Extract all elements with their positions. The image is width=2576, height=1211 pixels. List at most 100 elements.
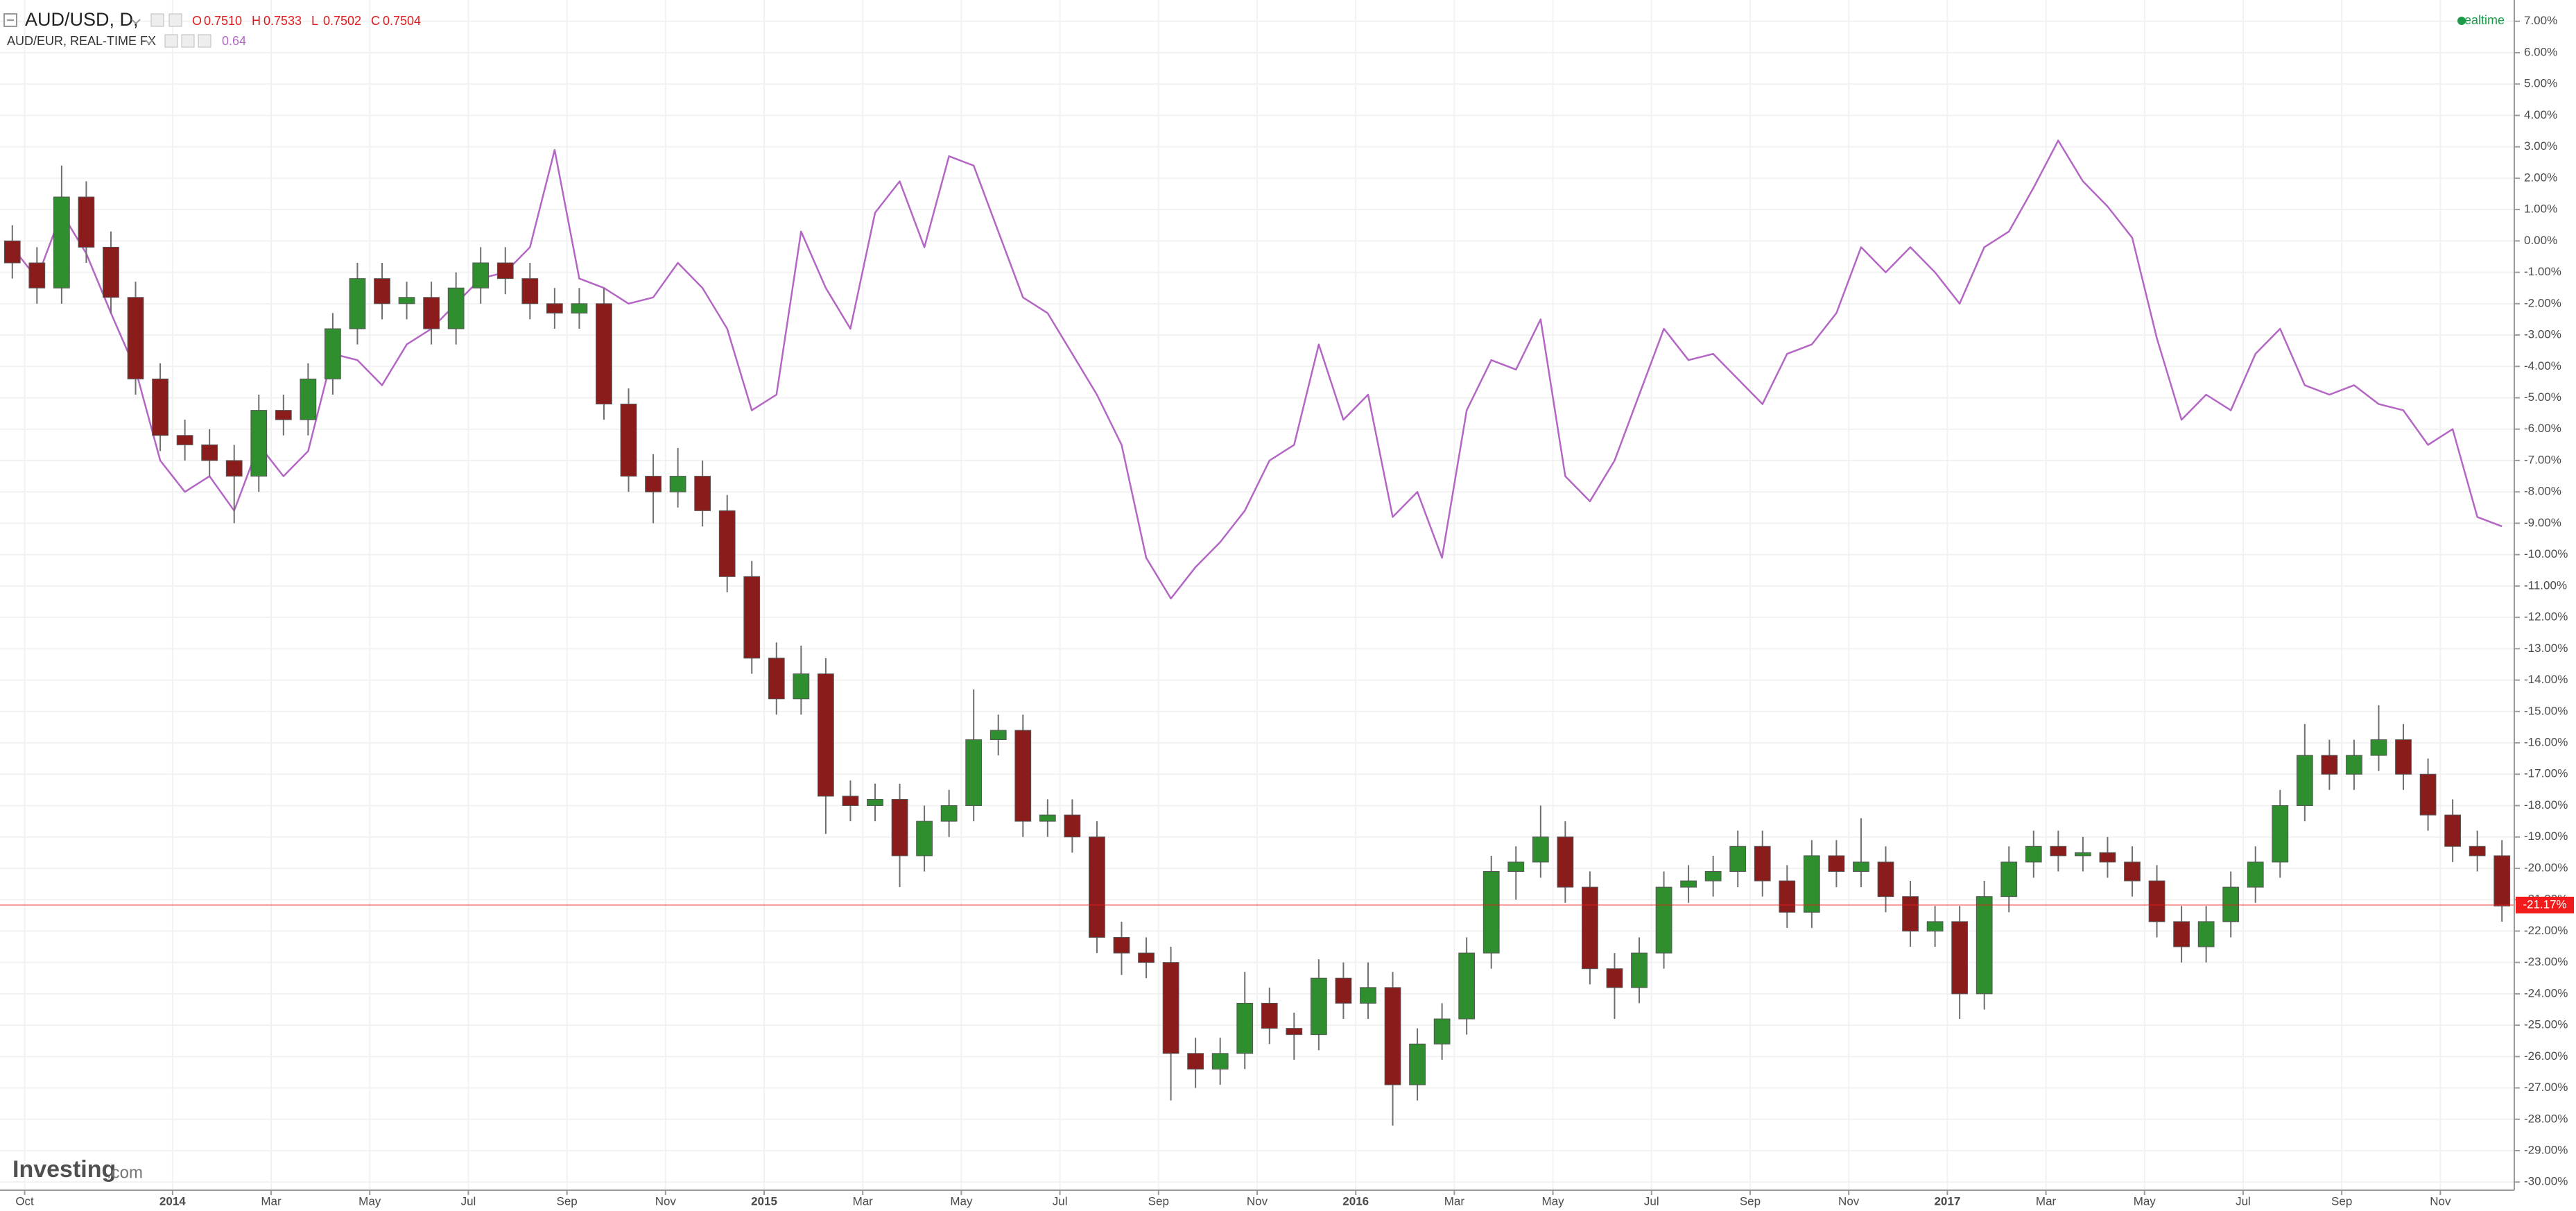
candle-body	[645, 476, 662, 492]
candle-body	[2124, 861, 2141, 882]
y-tick-label: -16.00%	[2524, 736, 2568, 749]
candle-body	[127, 297, 144, 379]
candle-body	[2296, 755, 2313, 806]
overlay-remove-icon[interactable]	[198, 34, 211, 48]
axes: 7.00% 6.00% 5.00% 4.00% 3.00% 2.00% 1.00% 0.00%…	[15, 14, 2574, 1208]
x-tick-label: Nov	[655, 1194, 677, 1208]
x-tick-label: Sep	[1740, 1194, 1761, 1208]
ohlc-key: L	[311, 14, 318, 28]
plot-area	[0, 139, 2514, 1126]
candle-body	[1458, 952, 1476, 1020]
candle-body	[3, 240, 21, 264]
overlay-settings-icon[interactable]	[164, 34, 178, 48]
collapse-icon[interactable]	[3, 13, 17, 27]
candle-body	[78, 196, 95, 248]
y-tick-label: -5.00%	[2524, 390, 2561, 404]
y-tick-label: -20.00%	[2524, 861, 2568, 874]
candle-body	[225, 460, 243, 477]
candle-body	[103, 246, 119, 298]
candle-body	[1483, 870, 1500, 954]
candle-body	[1187, 1053, 1204, 1070]
hide-icon[interactable]	[168, 13, 182, 27]
candle-body	[152, 378, 168, 436]
x-tick-label: 2016	[1342, 1194, 1369, 1208]
candle-body	[1680, 880, 1697, 888]
y-tick-label: -30.00%	[2524, 1175, 2568, 1188]
y-tick-label: -15.00%	[2524, 704, 2568, 717]
candle-body	[818, 673, 834, 797]
candle-body	[374, 278, 390, 304]
candle-body	[472, 262, 490, 289]
y-tick-label: -29.00%	[2524, 1143, 2568, 1156]
candle-body	[1951, 921, 1969, 995]
candle-body	[669, 476, 686, 492]
candle-body	[620, 404, 637, 477]
y-tick-label: -22.00%	[2524, 924, 2568, 937]
y-tick-label: 7.00%	[2524, 14, 2557, 27]
y-tick-label: 1.00%	[2524, 203, 2557, 216]
grid	[0, 0, 2514, 1190]
overlay-line	[11, 139, 2502, 600]
last-value-box	[2516, 896, 2574, 913]
ohlc-key: C	[371, 14, 380, 28]
candle-body	[1754, 845, 1771, 882]
candle-body	[1655, 886, 1672, 954]
symbol-title: AUD/USD, D,	[25, 9, 139, 30]
candle-body	[1064, 814, 1081, 838]
candle-body	[2395, 739, 2412, 775]
overlay-menu[interactable]	[145, 40, 153, 45]
symbol-menu[interactable]	[131, 19, 141, 25]
candle-body	[1704, 870, 1722, 882]
candle-body	[53, 196, 70, 289]
x-tick-label: Oct	[15, 1194, 34, 1208]
x-tick-label: Nov	[1247, 1194, 1268, 1208]
candle-body	[989, 730, 1007, 741]
ohlc-value: 0.7502	[323, 14, 361, 28]
candle-body	[176, 435, 193, 445]
x-tick-label: 2015	[751, 1194, 777, 1208]
candle-body	[1853, 861, 1869, 872]
candle-body	[2173, 921, 2190, 947]
x-tick-label: May	[358, 1194, 381, 1208]
candle-body	[940, 805, 958, 822]
candle-body	[398, 297, 415, 304]
candle-body	[891, 798, 908, 857]
candle-body	[2444, 814, 2462, 847]
candle-body	[2321, 755, 2338, 775]
candle-body	[2370, 739, 2387, 756]
x-tick-label: Jul	[1644, 1194, 1659, 1208]
y-tick-label: -7.00%	[2524, 453, 2561, 466]
candle-body	[1113, 936, 1130, 954]
candle-body	[2148, 880, 2166, 922]
candle-body	[743, 576, 761, 659]
settings-icon[interactable]	[150, 13, 164, 27]
y-tick-label: -12.00%	[2524, 610, 2568, 624]
watermark-brand: Investing	[12, 1156, 116, 1183]
candle-body	[768, 658, 785, 700]
candle-body	[496, 262, 514, 280]
overlay-hide-icon[interactable]	[181, 34, 195, 48]
candle-body	[1360, 987, 1376, 1004]
y-tick-label: -13.00%	[2524, 642, 2568, 655]
candle-body	[2419, 773, 2437, 816]
status-label: realtime	[2460, 13, 2505, 27]
candle-body	[2247, 861, 2264, 888]
y-tick-label: -4.00%	[2524, 359, 2561, 372]
x-tick-label: May	[950, 1194, 973, 1208]
candle-body	[2000, 861, 2018, 897]
y-tick-label: -11.00%	[2524, 578, 2567, 592]
candle-body	[1089, 836, 1105, 938]
y-tick-label: -25.00%	[2524, 1018, 2568, 1031]
y-tick-label: -1.00%	[2524, 265, 2561, 278]
candle-body	[2050, 845, 2067, 857]
candle-body	[1779, 880, 1796, 913]
candle-body	[2469, 845, 2486, 857]
x-tick-label: Sep	[2331, 1194, 2352, 1208]
candle-body	[1828, 855, 1845, 872]
candle-body	[1902, 896, 1919, 931]
candle-body	[2075, 852, 2091, 857]
candle-body	[447, 287, 465, 329]
candle-body	[325, 328, 341, 379]
candle-body	[28, 262, 46, 289]
ohlc-value: 0.7504	[383, 14, 421, 28]
